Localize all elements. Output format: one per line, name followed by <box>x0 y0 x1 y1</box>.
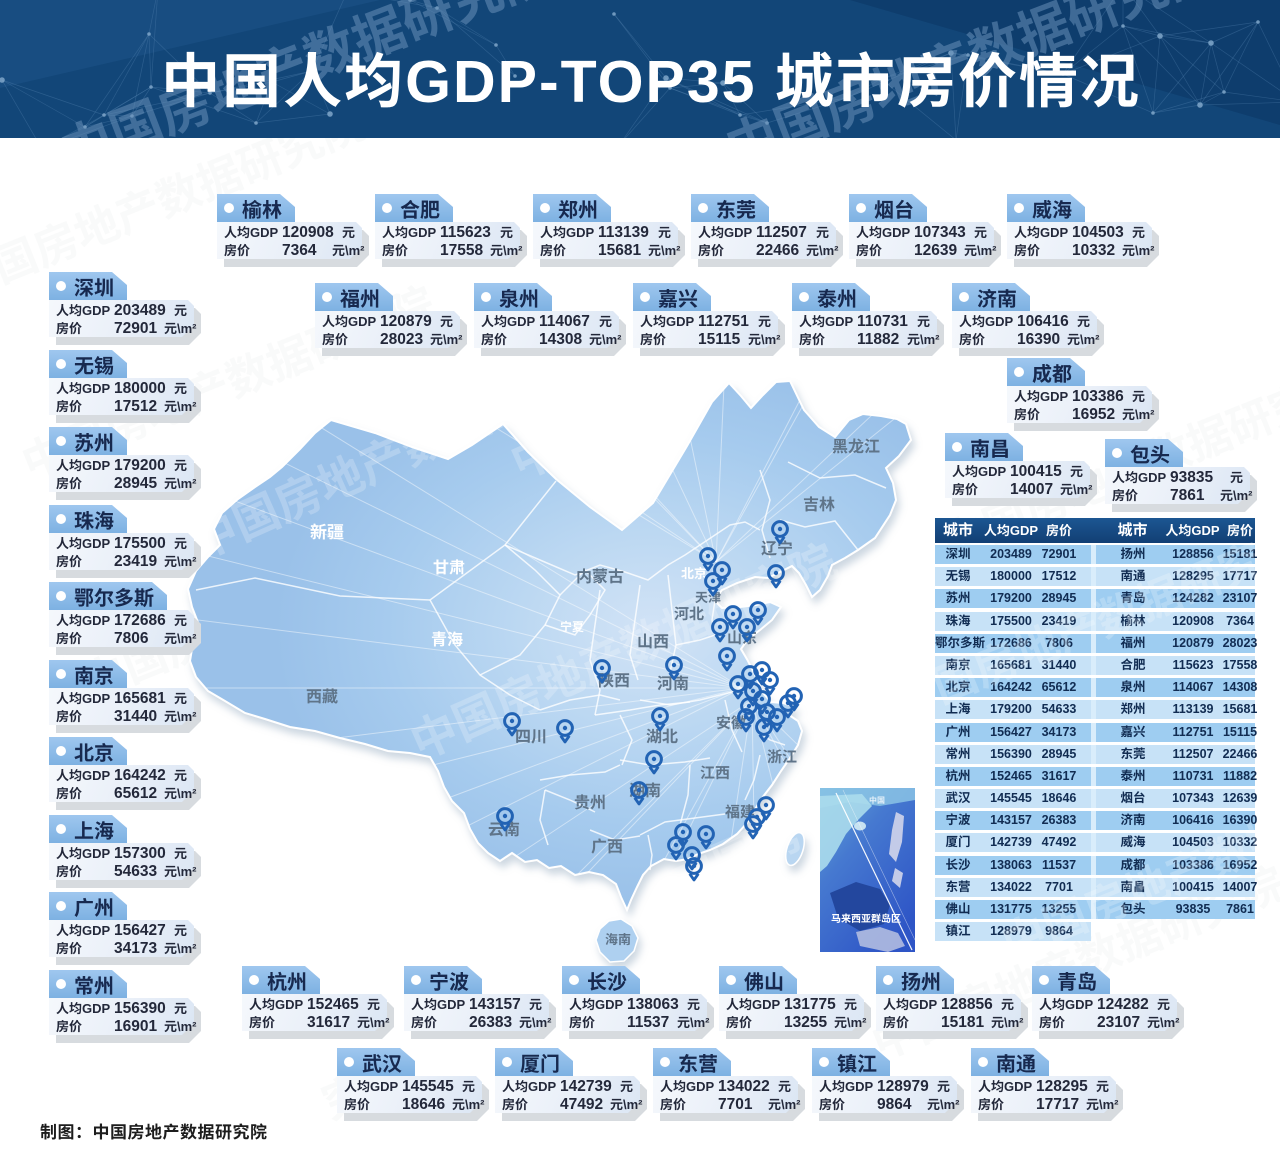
svg-text:中国: 中国 <box>869 795 885 806</box>
svg-text:吉林: 吉林 <box>803 491 835 515</box>
svg-text:甘肃: 甘肃 <box>433 554 465 578</box>
svg-text:宁夏: 宁夏 <box>560 618 584 635</box>
svg-text:广西: 广西 <box>591 833 623 857</box>
svg-text:黑龙江: 黑龙江 <box>832 433 880 457</box>
svg-text:山东: 山东 <box>727 627 757 648</box>
svg-text:浙江: 浙江 <box>767 746 797 767</box>
svg-text:山西: 山西 <box>637 628 669 652</box>
svg-text:河北: 河北 <box>674 603 704 624</box>
svg-text:内蒙古: 内蒙古 <box>576 563 624 587</box>
svg-text:贵州: 贵州 <box>574 789 606 813</box>
svg-text:北京: 北京 <box>681 563 707 582</box>
svg-text:西藏: 西藏 <box>306 683 338 707</box>
svg-text:马来西亚群岛区: 马来西亚群岛区 <box>831 910 901 925</box>
svg-text:江西: 江西 <box>700 762 730 783</box>
svg-text:福建: 福建 <box>725 801 755 822</box>
svg-text:四川: 四川 <box>515 723 547 747</box>
svg-text:海南: 海南 <box>605 929 631 948</box>
svg-text:新疆: 新疆 <box>310 518 344 543</box>
svg-text:青海: 青海 <box>431 626 463 650</box>
svg-text:河南: 河南 <box>657 670 689 694</box>
